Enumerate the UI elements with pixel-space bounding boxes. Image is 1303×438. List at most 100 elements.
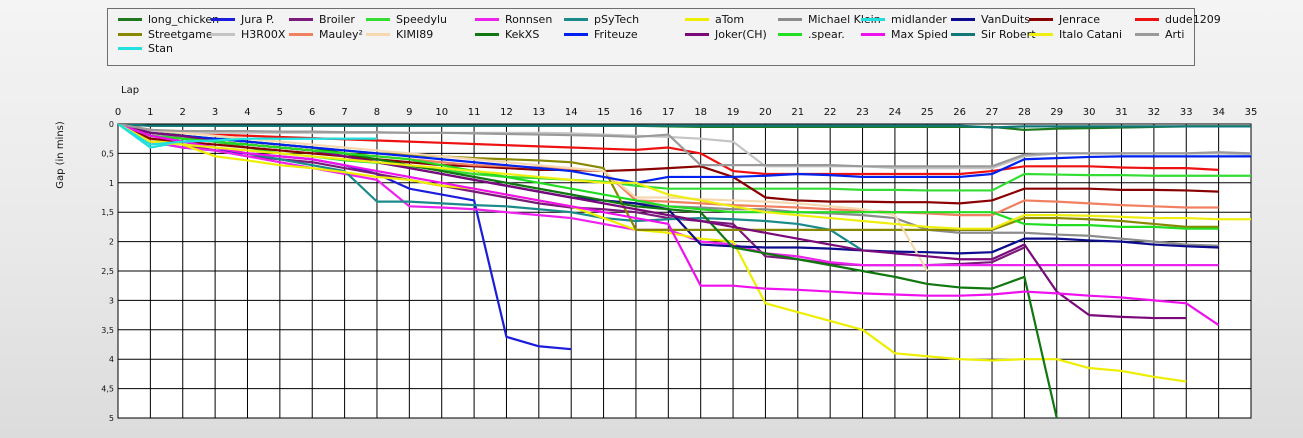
x-tick-label: 17 [662,107,675,118]
series-line-24 [118,124,377,146]
x-tick-label: 12 [500,107,513,118]
legend-item: KIMI89 [366,27,433,42]
legend-item: KekXS [475,27,539,42]
x-tick-label: 13 [532,107,545,118]
x-tick-label: 29 [1050,107,1063,118]
x-tick-label: 16 [630,107,643,118]
legend-item: H3R00X [211,27,285,42]
legend-item: Joker(CH) [685,27,767,42]
x-tick-label: 15 [597,107,610,118]
legend-item: midlander [861,12,947,27]
x-tick-label: 35 [1245,107,1258,118]
legend-label: Sir Robert [981,27,1036,41]
legend-swatch [475,32,499,36]
legend-swatch [118,32,142,36]
legend-item: Max Spied [861,27,948,42]
legend-swatch [1135,32,1159,36]
legend-item: aTom [685,12,744,27]
x-tick-label: 31 [1115,107,1128,118]
legend-label: pSyTech [594,13,640,26]
legend-item: Jura P. [211,12,274,27]
x-tick-label: 34 [1212,107,1225,118]
legend-swatch [685,18,709,21]
legend-label: Arti [1165,27,1185,41]
legend-swatch [366,18,390,21]
x-tick-label: 18 [694,107,707,118]
legend-swatch [211,32,235,36]
legend-swatch [1029,18,1053,21]
y-tick-labels: 0 0,5 1 1,5 2 2,5 3 3,5 4 4,5 5 [101,120,114,423]
legend-swatch [861,32,885,36]
grid-lines [117,123,1252,419]
x-tick-label: 26 [953,107,966,118]
x-tick-label: 19 [727,107,740,118]
legend-label: Italo Catani [1059,27,1123,41]
legend-swatch [778,18,802,21]
legend-swatch [951,18,975,21]
legend-item: Speedylu [366,12,447,27]
chart-legend: long_chicken Jura P. Broiler Speedylu Ronnse… [107,8,1221,66]
legend-label: H3R00X [241,27,286,41]
x-tick-label: 3 [212,107,218,118]
legend-item: Arti [1135,27,1184,42]
y-tick-label: 2,5 [101,267,114,276]
x-tick-label: 20 [759,107,772,118]
legend-item: pSyTech [564,12,639,27]
legend-swatch [778,32,802,36]
legend-item: Streetgame [118,27,213,42]
legend-label: .spear. [808,27,845,41]
legend-label: Stan [148,42,174,55]
legend-item: Sir Robert [951,27,1036,42]
legend-item: Mauley² [289,27,363,42]
legend-swatch [1135,18,1159,21]
x-tick-label: 2 [180,107,186,118]
legend-item: Broiler [289,12,355,27]
legend-label: Speedylu [396,13,448,26]
legend-swatch [475,18,499,21]
legend-swatch [289,18,313,21]
legend-swatch [118,18,142,21]
x-tick-label: 5 [277,107,283,118]
legend-item: VanDuits [951,12,1030,27]
x-tick-label: 28 [1018,107,1031,118]
legend-label: Michael Klein [808,13,881,26]
x-tick-label: 14 [565,107,578,118]
legend-label: Ronnsen [505,13,553,26]
legend-swatch [685,32,709,36]
y-tick-label: 0 [109,120,114,129]
series-line-20 [118,124,1220,327]
legend-label: KekXS [505,27,540,41]
y-tick-label: 2 [109,238,114,247]
x-tick-label: 10 [435,107,448,118]
legend-swatch [564,32,588,36]
legend-item: Stan [118,41,173,56]
legend-label: Broiler [319,13,355,26]
legend-swatch [1029,32,1053,36]
legend-item: Ronnsen [475,12,552,27]
legend-item: Italo Catani [1029,27,1122,42]
legend-label: long_chicken [148,13,220,26]
y-axis-title: Gap (in mins) [55,121,66,189]
legend-item: Michael Klein [778,12,881,27]
legend-item: dude1209 [1135,12,1221,27]
y-tick-label: 0,5 [101,149,114,158]
legend-swatch [861,18,885,21]
x-tick-label: 27 [986,107,999,118]
x-tick-label: 0 [115,107,121,118]
series-line-10 [118,124,1219,205]
x-tick-label: 4 [244,107,250,118]
x-tick-label: 11 [468,107,481,118]
legend-swatch [118,47,142,50]
legend-label: Friteuze [594,27,638,41]
x-tick-labels: 0 1 2 3 4 5 6 7 8 9 10 11 12 13 14 15 16 17 18 19 20 21 22 23 24… [115,107,1258,118]
legend-label: KIMI89 [396,27,434,41]
legend-swatch [564,18,588,21]
y-tick-label: 5 [109,414,114,423]
x-tick-label: 23 [856,107,869,118]
x-tick-label: 21 [791,107,804,118]
x-tick-label: 8 [374,107,380,118]
legend-label: Jura P. [241,13,275,26]
y-tick-label: 1,5 [101,208,114,217]
x-tick-label: 7 [341,107,347,118]
